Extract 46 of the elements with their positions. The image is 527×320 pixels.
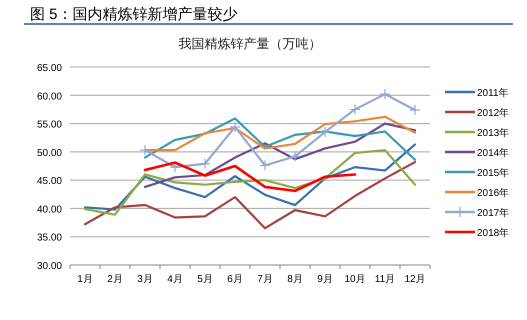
y-tick-label: 35.00 [36,232,62,244]
line-series [144,116,416,152]
point [349,104,361,116]
x-tick-label: 3月 [137,274,153,285]
y-tick-label: 50.00 [36,148,62,159]
y-tick-label: 45.00 [36,176,62,188]
y-tick-label: 40.00 [36,204,62,216]
x-tick-label: 9月 [317,274,333,285]
x-tick-label: 1月 [77,274,93,285]
line-series [144,117,416,161]
point [259,160,271,172]
point [199,158,211,170]
point [319,126,331,138]
x-tick-label: 5月 [197,274,213,285]
point [139,144,151,156]
y-tick-label: 55.00 [36,120,62,131]
x-tick-label: 8月 [287,274,303,285]
legend-label: 2014年 [477,147,510,159]
point [289,150,301,162]
y-tick-label: 30.00 [36,261,62,272]
x-tick-label: 10月 [344,274,366,285]
legend-label: 2015年 [477,167,510,179]
line-series [144,122,416,188]
point [379,88,391,100]
x-tick-label: 2月 [107,274,123,285]
legend-label: 2013年 [477,127,510,139]
x-tick-label: 11月 [374,274,396,285]
x-tick-label: 12月 [404,274,426,285]
legend-label: 2011年 [477,87,509,99]
x-tick-label: 7月 [257,274,273,285]
point [409,104,421,116]
legend-label: 2012年 [477,107,510,119]
line-series [144,161,356,192]
chart-title: 图 5：国内精炼锌新增产量较少 [30,6,238,23]
point [229,121,241,133]
y-tick-label: 60.00 [36,91,62,102]
line-series [84,160,416,230]
y-tick-label: 65.00 [36,63,62,74]
chart-subtitle: 我国精炼锌产量（万吨） [178,36,322,51]
x-tick-label: 6月 [227,274,243,285]
legend-label: 2017年 [477,207,510,219]
legend-label: 2018年 [477,227,510,239]
line-series [84,143,416,211]
line-series [84,149,416,216]
legend-label: 2016年 [477,187,510,199]
x-tick-label: 4月 [167,274,183,285]
